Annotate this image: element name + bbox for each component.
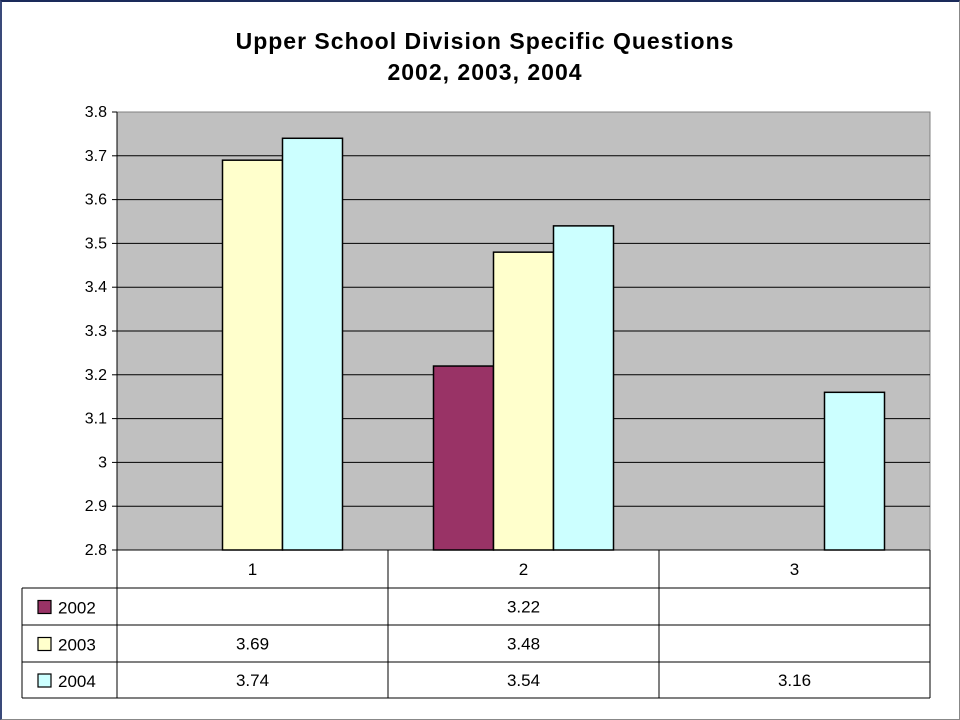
chart-subtitle: 2002, 2003, 2004 [387,59,582,85]
legend-label-2002: 2002 [58,599,96,618]
legend-key-2003 [37,636,52,652]
bar-2003-cat-1 [221,159,284,551]
y-tick-label: 2.8 [85,542,107,559]
x-tick-label: 1 [248,560,257,579]
data-label-2004-cat-2: 3.54 [507,671,540,690]
data-label-2004-cat-1: 3.74 [236,671,269,690]
y-tick-label: 3.7 [85,148,107,165]
y-tick-label: 2.9 [85,498,107,515]
chart-title: Upper School Division Specific Questions [236,28,735,54]
legend-label-2004: 2004 [58,672,96,691]
data-label-2003-cat-1: 3.69 [236,635,269,654]
data-label-2002-cat-2: 3.22 [507,598,540,617]
y-tick-label: 3 [98,454,107,471]
y-tick-label: 3.5 [85,235,107,252]
y-tick-label: 3.4 [85,279,107,296]
legend-label-2003: 2003 [58,636,96,655]
legend-key-2002 [37,599,52,615]
y-tick-label: 3.1 [85,411,107,428]
y-tick-label: 3.8 [85,104,107,121]
y-tick-label: 3.3 [85,323,107,340]
data-label-2003-cat-2: 3.48 [507,635,540,654]
bar-2004-cat-1 [281,137,344,551]
y-tick-label: 3.2 [85,367,107,384]
data-label-2004-cat-3: 3.16 [778,671,811,690]
legend-key-2004 [37,673,52,688]
x-tick-label: 3 [790,560,799,579]
y-tick-label: 3.6 [85,192,107,209]
x-tick-label: 2 [519,560,528,579]
bar-2004-cat-2 [552,225,615,551]
bar-2002-cat-2 [432,365,495,551]
bar-2004-cat-3 [823,391,886,551]
bar-2003-cat-2 [492,251,555,551]
